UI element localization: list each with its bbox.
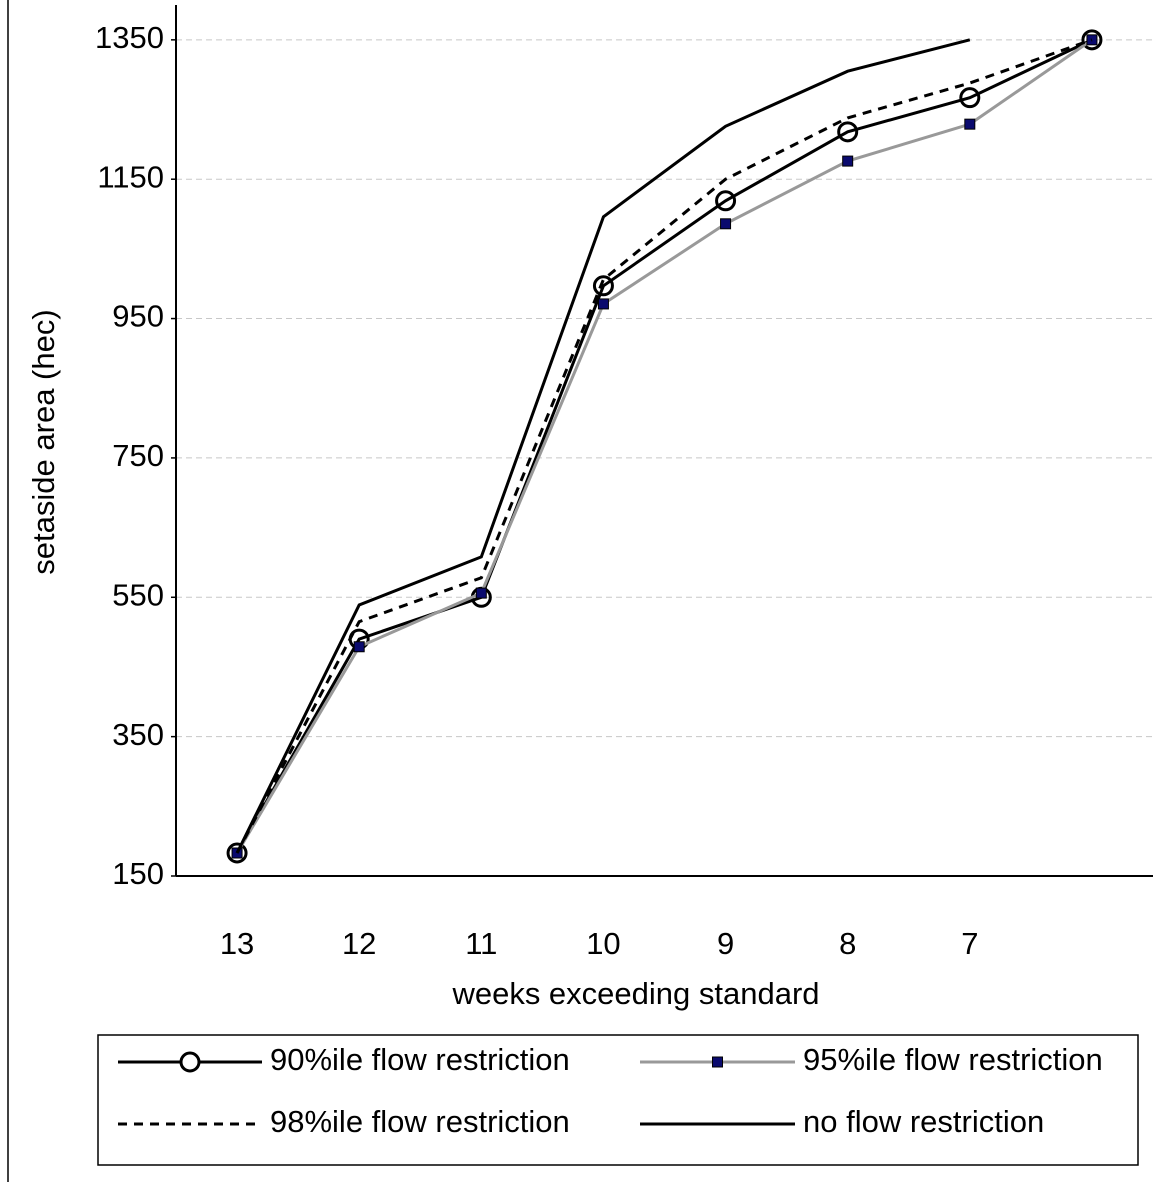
y-tick-label: 1350 [95, 20, 164, 55]
data-point [475, 587, 487, 599]
x-tick-label: 12 [342, 926, 376, 961]
data-point [720, 218, 732, 230]
x-tick-label: 9 [717, 926, 734, 961]
data-point [715, 190, 737, 212]
data-point [964, 118, 976, 130]
y-tick-label: 150 [112, 856, 164, 891]
series-line [235, 38, 1093, 854]
legend-marker [712, 1056, 723, 1068]
y-tick-label: 1150 [97, 159, 164, 194]
data-point [959, 87, 981, 109]
frame [7, 0, 9, 1182]
y-axis-title: setaside area (hec) [26, 309, 61, 574]
y-tick-label: 750 [112, 438, 164, 473]
data-point [597, 298, 609, 310]
data-point [592, 275, 614, 297]
legend-label: 98%ile flow restriction [270, 1104, 570, 1139]
series-line [235, 38, 971, 854]
data-point [353, 641, 365, 653]
data-point [842, 155, 854, 167]
x-tick-label: 7 [961, 926, 978, 961]
legend-label: 95%ile flow restriction [803, 1042, 1103, 1077]
y-tick-label: 950 [112, 299, 164, 334]
x-axis-title: weeks exceeding standard [451, 976, 819, 1011]
data-point [837, 121, 859, 143]
x-tick-label: 10 [586, 926, 620, 961]
legend [97, 1034, 1139, 1166]
series-line [235, 38, 1093, 854]
series-line [235, 38, 1093, 854]
data-point [1081, 29, 1103, 51]
legend-label: no flow restriction [803, 1104, 1044, 1139]
y-tick-label: 550 [112, 577, 164, 612]
legend-marker [179, 1051, 201, 1073]
x-tick-label: 11 [465, 926, 497, 961]
x-tick-label: 13 [220, 926, 254, 961]
x-tick-label: 8 [839, 926, 856, 961]
legend-label: 90%ile flow restriction [270, 1042, 570, 1077]
data-point [226, 842, 248, 864]
y-tick-label: 350 [112, 717, 164, 752]
